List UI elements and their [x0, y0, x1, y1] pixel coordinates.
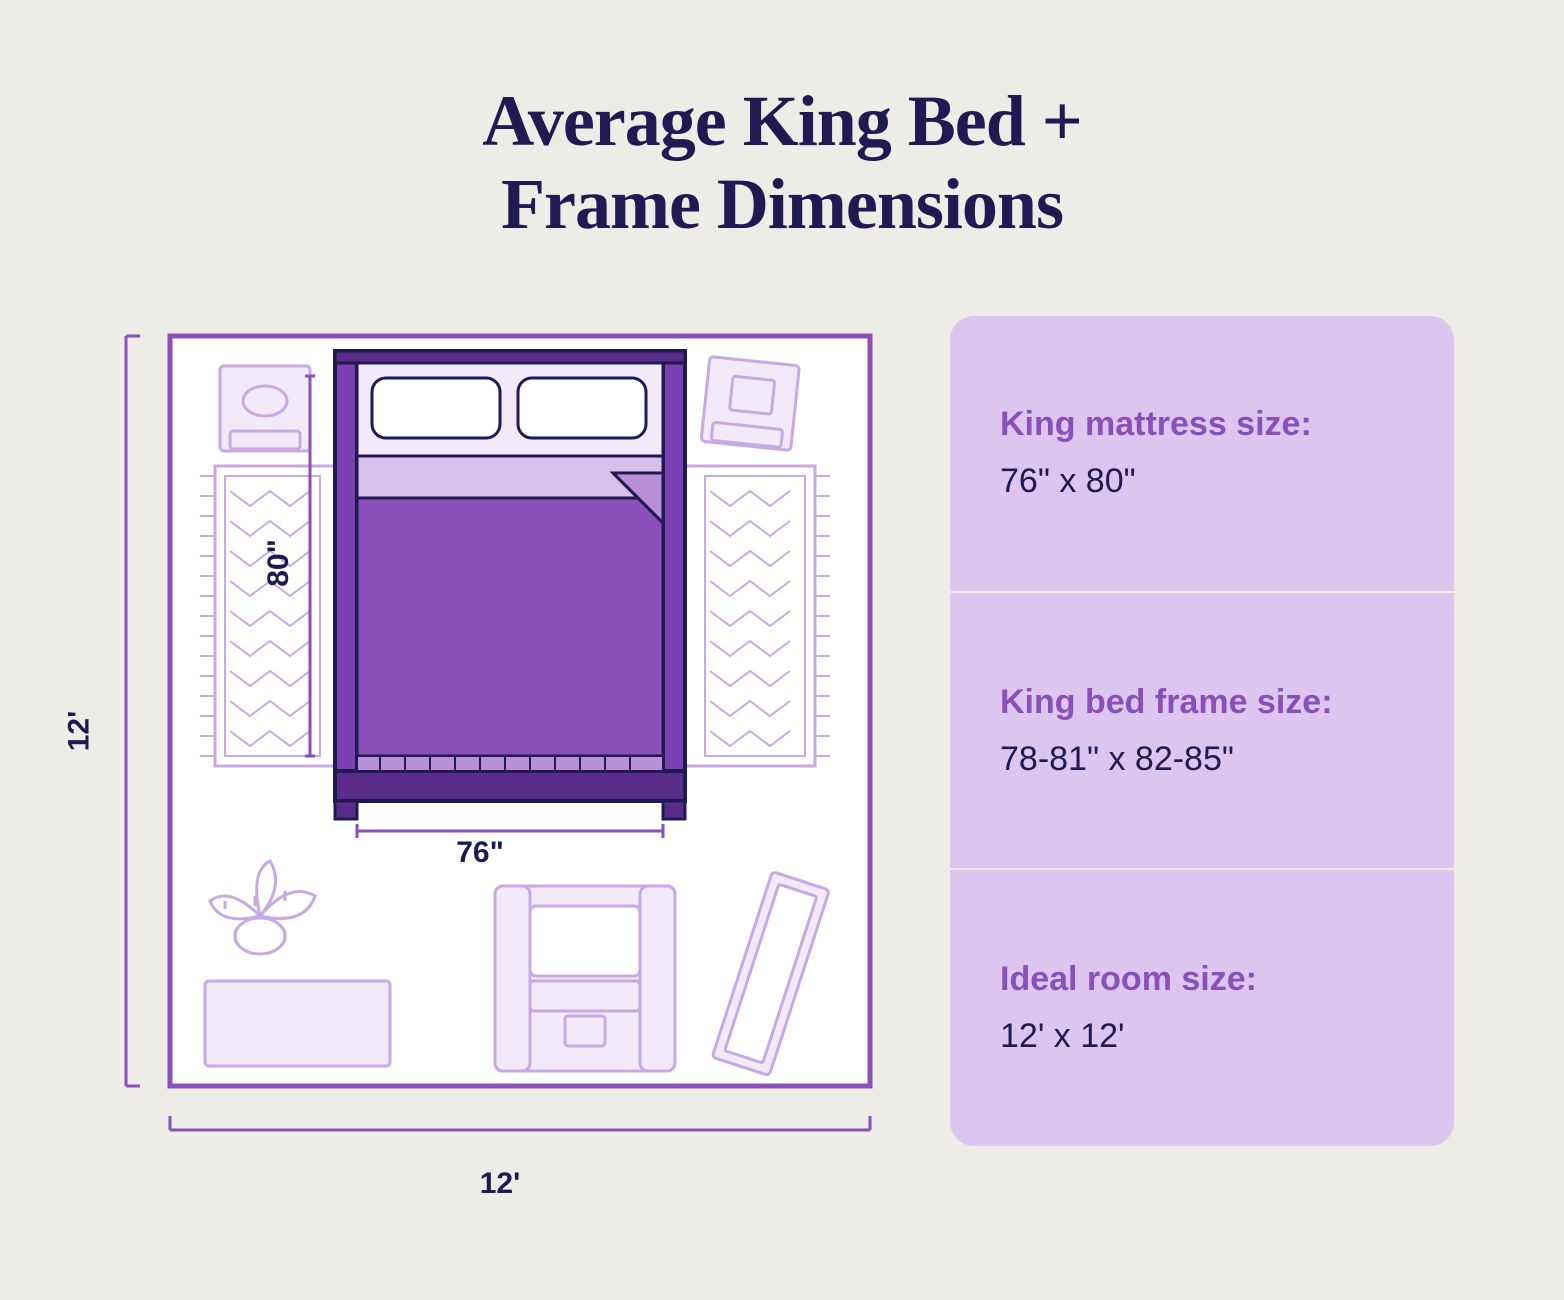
title-line-1: Average King Bed +	[482, 81, 1082, 161]
room-diagram: 12' 12' 80" 76"	[110, 316, 890, 1146]
bed-width-label: 76"	[456, 836, 504, 870]
content-row: 12' 12' 80" 76" King mattress size: 76" …	[110, 316, 1454, 1146]
info-value: 76" x 80"	[1000, 462, 1404, 501]
bed-height-label: 80"	[262, 539, 296, 587]
info-card-mattress: King mattress size: 76" x 80"	[950, 316, 1454, 591]
info-value: 78-81" x 82-85"	[1000, 740, 1404, 779]
room-width-label: 12'	[480, 1167, 521, 1201]
info-card-frame: King bed frame size: 78-81" x 82-85"	[950, 591, 1454, 868]
info-label: King mattress size:	[1000, 405, 1404, 444]
info-label: Ideal room size:	[1000, 960, 1404, 999]
page-title: Average King Bed + Frame Dimensions	[110, 80, 1454, 246]
title-line-2: Frame Dimensions	[501, 164, 1063, 244]
info-card-room: Ideal room size: 12' x 12'	[950, 868, 1454, 1145]
room-svg	[110, 316, 890, 1146]
info-panel: King mattress size: 76" x 80" King bed f…	[950, 316, 1454, 1146]
room-height-label: 12'	[63, 710, 97, 751]
info-value: 12' x 12'	[1000, 1017, 1404, 1056]
info-label: King bed frame size:	[1000, 683, 1404, 722]
